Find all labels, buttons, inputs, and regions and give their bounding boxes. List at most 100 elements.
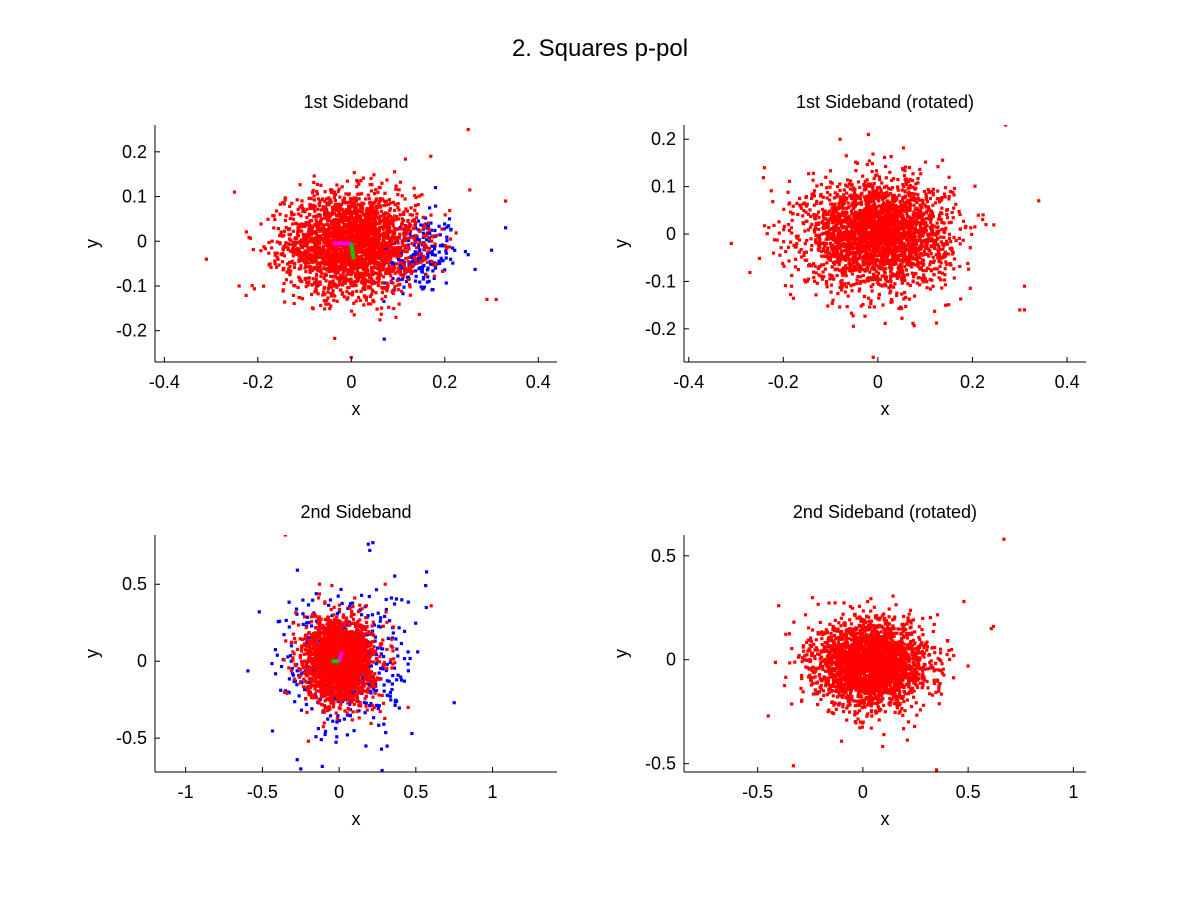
data-point [395, 255, 399, 259]
data-point [359, 226, 363, 230]
data-point [881, 215, 885, 219]
data-point [916, 217, 920, 221]
data-point [419, 223, 423, 227]
data-point [891, 259, 895, 263]
data-point [944, 303, 948, 307]
data-point [429, 221, 433, 225]
data-point [877, 199, 881, 203]
data-point [802, 209, 806, 213]
data-point [354, 196, 358, 200]
data-point [398, 260, 402, 265]
data-point [384, 271, 388, 276]
data-point [396, 205, 400, 210]
data-point [386, 221, 390, 225]
data-point [372, 251, 376, 255]
data-point [848, 233, 852, 237]
data-point [352, 196, 356, 200]
series-1 [729, 125, 1041, 359]
data-point [804, 280, 808, 284]
data-point [393, 170, 397, 174]
data-point [331, 283, 335, 287]
data-point [338, 214, 342, 218]
data-point [389, 257, 393, 261]
data-point [832, 207, 836, 211]
data-point [413, 250, 417, 254]
data-point [425, 268, 430, 272]
data-point [890, 298, 894, 302]
data-point [940, 211, 944, 216]
data-point [435, 233, 439, 237]
data-point [384, 211, 388, 215]
data-point [346, 222, 350, 226]
data-point [368, 219, 372, 224]
data-point [370, 241, 374, 245]
data-point [321, 226, 325, 230]
data-point [312, 180, 316, 184]
data-point [398, 259, 402, 263]
data-point [350, 230, 354, 234]
data-point [867, 190, 871, 194]
y-axis-label: y [82, 239, 102, 248]
data-point [329, 256, 333, 260]
data-point [823, 244, 827, 248]
data-point [369, 204, 373, 208]
data-point [315, 182, 319, 186]
data-point [878, 178, 882, 182]
data-point [396, 288, 400, 292]
data-point [390, 237, 394, 241]
data-point [366, 228, 370, 232]
data-point [297, 296, 301, 300]
data-point [934, 321, 939, 325]
data-point [908, 208, 912, 212]
data-point [330, 269, 334, 273]
data-point [825, 285, 829, 289]
data-point [889, 280, 893, 284]
data-point [430, 239, 434, 243]
data-point [880, 181, 884, 185]
data-point [923, 276, 927, 280]
data-point [384, 259, 388, 263]
data-point [333, 204, 337, 208]
data-point [357, 244, 361, 248]
data-point [295, 198, 299, 202]
data-point [360, 236, 364, 241]
data-point [418, 248, 422, 252]
data-point [334, 274, 338, 278]
data-point [984, 223, 988, 227]
data-point [284, 278, 288, 282]
data-point [357, 273, 361, 277]
data-point [931, 227, 935, 231]
data-point [828, 232, 832, 236]
data-point [330, 260, 334, 264]
data-point [328, 266, 332, 271]
data-point [443, 213, 447, 217]
data-point [947, 303, 951, 307]
data-point [332, 274, 336, 278]
data-point [355, 289, 359, 293]
data-point [331, 292, 335, 296]
data-point [869, 299, 873, 303]
data-point [872, 261, 876, 265]
data-point [843, 230, 847, 234]
data-point [344, 192, 348, 196]
data-point [417, 250, 421, 254]
data-point [329, 285, 334, 289]
data-point [312, 215, 316, 219]
data-point [902, 236, 906, 240]
data-point [364, 197, 368, 201]
data-point [930, 237, 934, 241]
data-point [910, 242, 914, 246]
data-point [422, 234, 426, 239]
data-point [810, 196, 814, 201]
data-point [374, 215, 378, 219]
data-point [813, 238, 818, 242]
data-point [360, 229, 365, 233]
data-point [411, 259, 415, 263]
data-point [391, 224, 395, 228]
data-point [425, 256, 429, 260]
data-point [329, 221, 333, 226]
data-point [397, 188, 401, 192]
data-point [273, 262, 277, 266]
data-point [423, 242, 427, 246]
data-point [879, 187, 883, 191]
